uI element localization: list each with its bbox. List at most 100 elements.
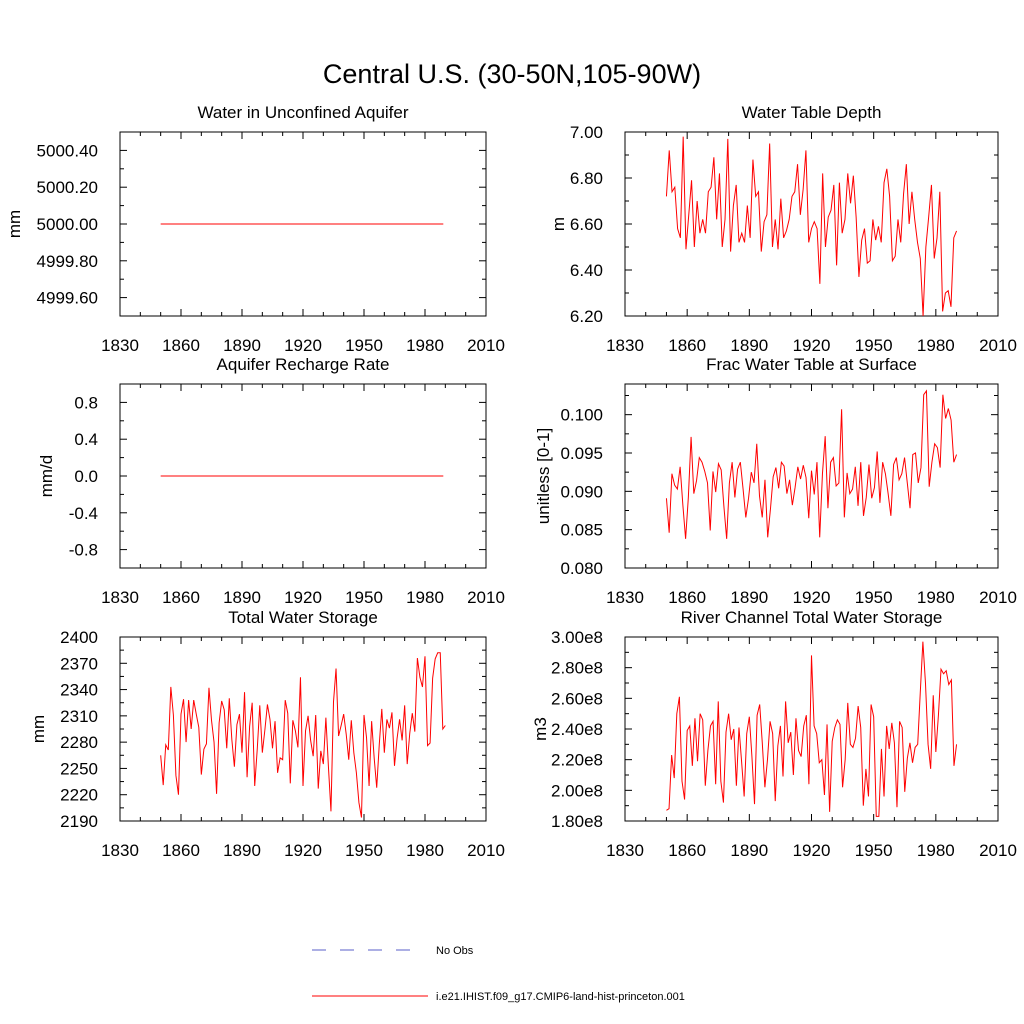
x-tick-label: 1920: [284, 336, 322, 355]
series-line: [665, 389, 958, 539]
y-tick-label: 2.20e8: [551, 751, 603, 770]
x-tick-label: 1980: [917, 336, 955, 355]
y-tick-label: 1.80e8: [551, 812, 603, 831]
x-tick-label: 1950: [855, 841, 893, 860]
y-tick-label: 5000.00: [37, 215, 98, 234]
y-tick-label: 0.085: [560, 521, 603, 540]
y-tick-label: 5000.20: [37, 178, 98, 197]
panel-6: River Channel Total Water Storage 1830 186…: [531, 608, 1017, 860]
x-tick-label: 1980: [406, 841, 444, 860]
x-tick-label: 1980: [406, 336, 444, 355]
y-tick-label: 7.00: [570, 123, 603, 142]
x-tick-label: 1830: [101, 588, 139, 607]
x-tick-label: 1830: [101, 841, 139, 860]
x-tick-label: 1860: [668, 336, 706, 355]
x-tick-label: 1830: [606, 841, 644, 860]
y-tick-label: 0.100: [560, 406, 603, 425]
x-tick-label: 1830: [606, 588, 644, 607]
panels: Water in Unconfined Aquifer 1830 1860 1890 1…: [5, 103, 1017, 860]
y-tick-label: 2220: [60, 786, 98, 805]
y-tick-label: 2.40e8: [551, 720, 603, 739]
panel-title: River Channel Total Water Storage: [681, 608, 943, 627]
panel-3: Aquifer Recharge Rate 1830 1860 1890 1920 195…: [37, 355, 505, 607]
series-line: [666, 641, 958, 817]
x-tick-label: 1980: [406, 588, 444, 607]
y-tick-label: 0.8: [74, 393, 98, 412]
panel-title: Water in Unconfined Aquifer: [197, 103, 408, 122]
x-tick-label: 1980: [917, 588, 955, 607]
y-tick-label: 4999.60: [37, 289, 98, 308]
panel-title: Frac Water Table at Surface: [706, 355, 917, 374]
y-axis-label: unitless [0-1]: [534, 428, 553, 524]
panel-5: Total Water Storage 1830 1860 1890 1920 1950 1…: [29, 608, 505, 860]
panel-1: Water in Unconfined Aquifer 1830 1860 1890 1…: [5, 103, 505, 355]
x-tick-label: 1890: [223, 336, 261, 355]
y-axis-label: m: [549, 217, 568, 231]
y-tick-label: 2250: [60, 759, 98, 778]
y-tick-label: 0.090: [560, 482, 603, 501]
legend-label-model: i.e21.IHIST.f09_g17.CMIP6-land-hist-prin…: [436, 991, 685, 1003]
x-tick-label: 1890: [730, 841, 768, 860]
y-tick-label: 2370: [60, 654, 98, 673]
x-tick-label: 1860: [668, 841, 706, 860]
series-line: [160, 652, 446, 818]
x-tick-label: 1890: [730, 336, 768, 355]
y-tick-label: -0.8: [69, 541, 98, 560]
x-tick-label: 1920: [284, 588, 322, 607]
x-tick-label: 2010: [979, 841, 1017, 860]
y-tick-label: 0.095: [560, 444, 603, 463]
x-tick-label: 1920: [284, 841, 322, 860]
page-title: Central U.S. (30-50N,105-90W): [323, 59, 701, 89]
y-tick-label: 5000.40: [37, 141, 98, 160]
y-tick-label: 2310: [60, 707, 98, 726]
x-tick-label: 1950: [855, 336, 893, 355]
x-tick-label: 1860: [668, 588, 706, 607]
x-tick-label: 1890: [730, 588, 768, 607]
x-tick-label: 1860: [162, 336, 200, 355]
y-tick-label: -0.4: [69, 504, 98, 523]
y-axis-label: mm: [5, 210, 24, 238]
legend-label-no-obs: No Obs: [436, 945, 474, 957]
y-tick-label: 0.080: [560, 559, 603, 578]
x-tick-label: 1950: [345, 588, 383, 607]
x-tick-label: 1860: [162, 588, 200, 607]
y-tick-label: 2340: [60, 681, 98, 700]
x-tick-label: 2010: [467, 588, 505, 607]
y-tick-label: 2.00e8: [551, 781, 603, 800]
y-tick-label: 3.00e8: [551, 628, 603, 647]
y-tick-label: 2.60e8: [551, 689, 603, 708]
x-tick-label: 1890: [223, 588, 261, 607]
y-tick-label: 2400: [60, 628, 98, 647]
x-tick-label: 1980: [917, 841, 955, 860]
panel-title: Aquifer Recharge Rate: [217, 355, 390, 374]
x-tick-label: 1890: [223, 841, 261, 860]
y-axis-label: mm/d: [37, 455, 56, 498]
x-tick-label: 1920: [793, 841, 831, 860]
y-axis-label: mm: [29, 715, 48, 743]
y-tick-label: 6.20: [570, 307, 603, 326]
x-tick-label: 1950: [345, 336, 383, 355]
panel-title: Water Table Depth: [742, 103, 882, 122]
y-tick-label: 2190: [60, 812, 98, 831]
x-tick-label: 1860: [162, 841, 200, 860]
y-tick-label: 6.40: [570, 261, 603, 280]
x-tick-label: 1920: [793, 336, 831, 355]
y-tick-label: 2.80e8: [551, 659, 603, 678]
panel-2: Water Table Depth 1830 1860 1890 1920 1950 198…: [549, 103, 1017, 355]
x-tick-label: 2010: [979, 336, 1017, 355]
x-tick-label: 1830: [101, 336, 139, 355]
x-tick-label: 1950: [345, 841, 383, 860]
x-tick-label: 1920: [793, 588, 831, 607]
panel-title: Total Water Storage: [228, 608, 378, 627]
x-tick-label: 2010: [467, 841, 505, 860]
x-tick-label: 2010: [467, 336, 505, 355]
y-tick-label: 0.0: [74, 467, 98, 486]
y-tick-label: 6.80: [570, 169, 603, 188]
x-tick-label: 2010: [979, 588, 1017, 607]
series-line: [665, 136, 958, 317]
y-tick-label: 6.60: [570, 215, 603, 234]
y-tick-label: 0.4: [74, 430, 98, 449]
panel-4: Frac Water Table at Surface 1830 1860 1890 1…: [534, 355, 1017, 607]
y-tick-label: 4999.80: [37, 252, 98, 271]
